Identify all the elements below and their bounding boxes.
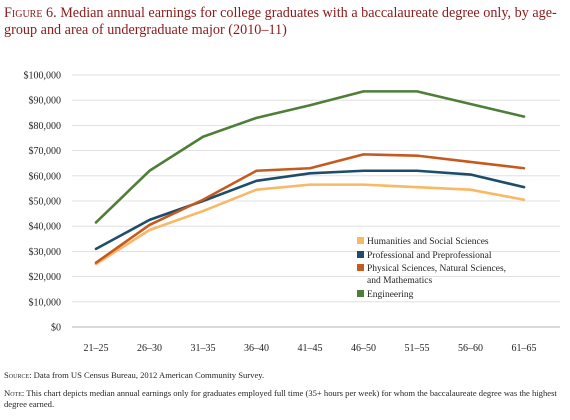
- x-tick-label: 26–30: [137, 343, 162, 354]
- y-tick-label: $60,000: [29, 171, 62, 182]
- note-text: This chart depicts median annual earning…: [4, 388, 557, 409]
- figure-title: Median annual earnings for college gradu…: [4, 5, 557, 38]
- figure-label: Figure 6.: [4, 5, 57, 21]
- chart-title: Figure 6. Median annual earnings for col…: [4, 5, 566, 39]
- note-label: Note:: [4, 388, 25, 398]
- x-tick-label: 41–45: [298, 343, 323, 354]
- legend-swatch: [357, 264, 364, 271]
- x-tick-label: 36–40: [244, 343, 269, 354]
- y-tick-label: $90,000: [29, 96, 62, 107]
- note-line: Note: This chart depicts median annual e…: [4, 388, 566, 410]
- x-tick-label: 51–55: [405, 343, 430, 354]
- source-text: Data from US Census Bureau, 2012 America…: [33, 370, 265, 380]
- x-tick-label: 61–65: [512, 343, 537, 354]
- line-chart: $0 $10,000 $20,000 $30,000 $40,000 $50,000 $60…: [24, 71, 560, 354]
- y-tick-label: $0: [51, 323, 61, 334]
- y-tick-label: $70,000: [29, 146, 62, 157]
- series-line: [94, 90, 526, 224]
- legend-label: Physical Sciences, Natural Sciences,: [367, 264, 506, 274]
- x-tick-label: 56–60: [458, 343, 483, 354]
- y-tick-label: $40,000: [29, 222, 62, 233]
- legend-swatch: [357, 290, 364, 297]
- legend-label: Humanities and Social Sciences: [367, 237, 489, 247]
- legend-label: Engineering: [367, 290, 414, 300]
- legend-label: Professional and Preprofessional: [367, 250, 492, 261]
- y-tick-label: $100,000: [24, 71, 62, 82]
- x-tick-label: 31–35: [191, 343, 216, 354]
- x-tick-label: 46–50: [351, 343, 376, 354]
- y-tick-label: $50,000: [29, 197, 62, 208]
- legend-swatch: [357, 237, 364, 244]
- x-tick-label: 21–25: [84, 343, 109, 354]
- y-tick-label: $30,000: [29, 247, 62, 258]
- y-tick-label: $10,000: [29, 297, 62, 308]
- source-label: Source:: [4, 370, 32, 380]
- y-tick-label: $80,000: [29, 121, 62, 132]
- y-tick-label: $20,000: [29, 272, 62, 283]
- source-line: Source: Data from US Census Bureau, 2012…: [4, 370, 566, 381]
- legend-label: and Mathematics: [367, 276, 432, 286]
- legend-swatch: [357, 251, 364, 258]
